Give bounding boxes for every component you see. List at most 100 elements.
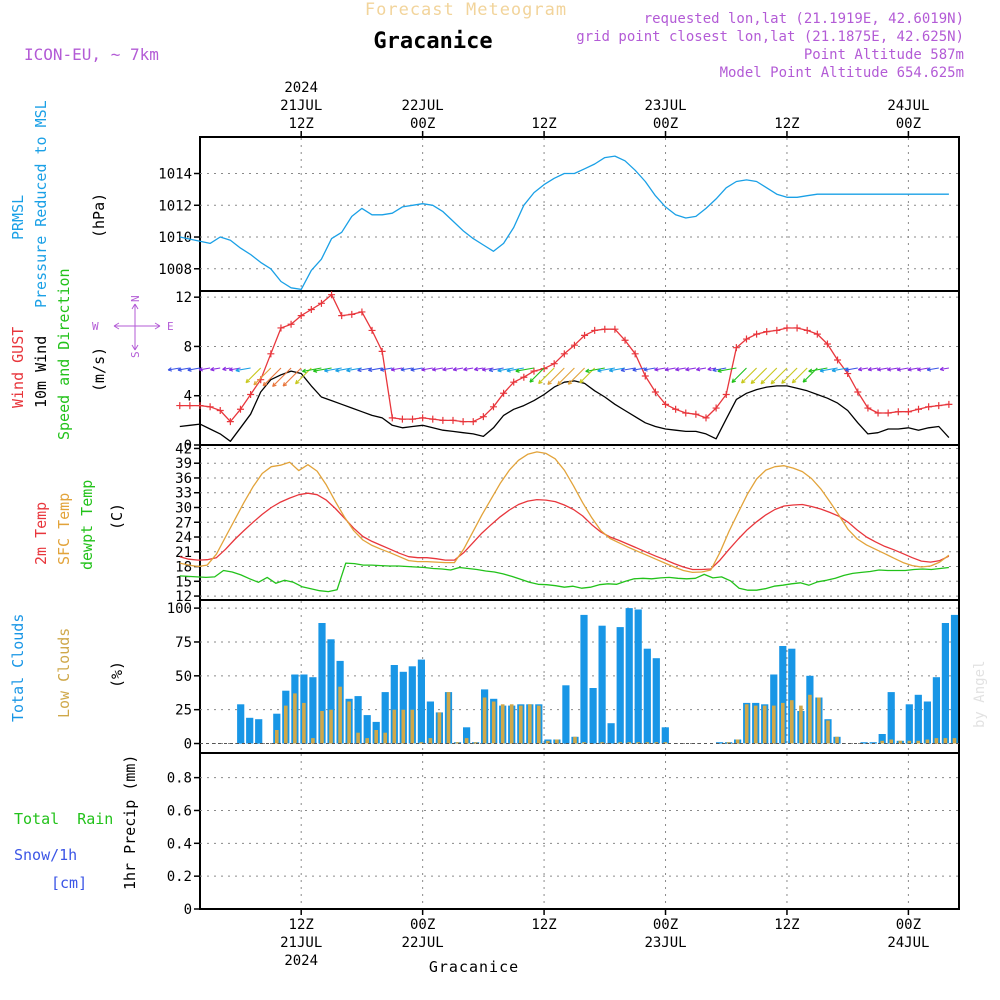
low-cloud-bar [329, 709, 333, 744]
gust-marker [763, 328, 771, 336]
wind-direction-arrow [463, 366, 474, 372]
low-cloud-bar [907, 740, 912, 744]
total-cloud-bar [390, 665, 398, 744]
total-cloud-bar [905, 704, 913, 744]
low-cloud-bar [880, 740, 884, 744]
wind-direction-arrow [547, 367, 565, 386]
point-altitude: Point Altitude 587m [804, 47, 964, 63]
wind-direction-arrow [781, 367, 798, 384]
low-cloud-bar [600, 742, 604, 744]
low-cloud-bar [627, 742, 631, 744]
gust-marker [409, 415, 417, 423]
low-cloud-bar [275, 730, 279, 744]
low-cloud-bar [943, 738, 948, 744]
total-cloud-bar [309, 677, 317, 744]
wind-direction-arrow [886, 367, 899, 372]
gust-marker [247, 390, 255, 398]
time-axis-label: 21JUL [280, 935, 322, 951]
low-cloud-bar [735, 739, 740, 744]
gust-marker [793, 324, 801, 332]
wind-direction-arrow [187, 367, 201, 372]
low-cloud-bar [383, 732, 387, 744]
wind-direction-arrow [585, 367, 605, 374]
wind-direction-arrow [272, 367, 292, 388]
compass-rose: N S W E [92, 295, 174, 358]
wind-direction-arrow [717, 367, 737, 373]
gust-marker [884, 409, 892, 417]
gust-marker [196, 402, 204, 410]
temp-label-2m: 2m Temp [32, 502, 50, 565]
gust-marker [449, 416, 457, 424]
low-cloud-bar [799, 705, 803, 744]
total-cloud-bar [923, 701, 931, 744]
total-cloud-bar [273, 713, 281, 744]
ytick-label: 42 [175, 441, 192, 457]
gust-marker [874, 409, 882, 417]
total-cloud-bar [788, 648, 796, 744]
wind-direction-arrow [262, 367, 282, 387]
precip-label-cm: [cm] [51, 874, 87, 892]
temp-label-sfc: SFC Temp [55, 493, 73, 565]
low-cloud-bar [455, 742, 460, 744]
wind-direction-arrow [177, 367, 190, 372]
gust-marker [510, 378, 518, 386]
ytick-label: 1012 [158, 198, 192, 214]
ytick-label: 33 [175, 486, 192, 502]
total-cloud-bar [255, 719, 263, 744]
low-cloud-bar [826, 720, 830, 744]
gust-marker [712, 404, 720, 412]
gust-marker [378, 347, 386, 355]
low-cloud-bar [410, 709, 415, 744]
top-time-axis: 2024 21JUL 12Z 22JUL 00Z 12Z 23JUL 00Z 12Z 24JUL 0… [280, 80, 929, 137]
wind-direction-arrow [907, 367, 919, 372]
wind-direction-arrow [939, 366, 949, 372]
gust-marker [631, 350, 639, 358]
low-cloud-bar [401, 709, 406, 744]
wind-direction-arrow [557, 367, 575, 386]
compass-south: S [129, 351, 142, 358]
time-axis-label: 24JUL [887, 935, 929, 951]
low-cloud-bar [654, 742, 659, 744]
time-axis-label: 00Z [410, 116, 435, 132]
ytick-label: 39 [175, 456, 192, 472]
low-cloud-bar [537, 705, 541, 744]
ytick-label: 0 [184, 902, 192, 918]
wind-direction-arrow [608, 367, 626, 373]
low-cloud-bar [772, 705, 776, 744]
wind-direction-arrow [538, 367, 555, 385]
low-cloud-bar [437, 712, 442, 744]
low-cloud-bar [726, 742, 731, 744]
ytick-label: 0.8 [167, 771, 192, 787]
gust-marker [662, 400, 670, 408]
gust-marker [935, 402, 943, 410]
wind-direction-arrow [357, 367, 373, 373]
model-altitude: Model Point Altitude 654.625m [720, 65, 964, 81]
low-cloud-bar [293, 693, 297, 744]
gust-marker [236, 405, 244, 413]
low-cloud-bar [519, 705, 523, 744]
time-axis-label: 23JUL [644, 935, 686, 951]
compass-west: W [92, 320, 99, 333]
wind-label-speed-dir: Speed and Direction [55, 268, 73, 440]
gust-marker [287, 320, 295, 328]
gust-marker [702, 414, 710, 422]
ytick-label: 1010 [158, 230, 192, 246]
low-cloud-bar [762, 705, 767, 744]
wind-direction-arrow [857, 366, 868, 372]
total-cloud-bar [363, 715, 371, 744]
gust-marker [570, 341, 578, 349]
precip-unit: 1hr Precip (mm) [121, 755, 139, 890]
wind-direction-arrow [431, 367, 443, 372]
gust-marker [307, 305, 315, 313]
ytick-label: 8 [184, 339, 192, 355]
total-cloud-bar [878, 734, 886, 744]
gust-marker [297, 312, 305, 320]
gust-marker [500, 389, 508, 397]
ytick-label: 18 [175, 560, 192, 576]
wind-direction-arrow [390, 367, 403, 372]
low-cloud-bar [464, 738, 469, 744]
time-axis-label: 2024 [284, 80, 318, 96]
wind-direction-arrow [654, 367, 666, 372]
ytick-label: 75 [175, 635, 192, 651]
